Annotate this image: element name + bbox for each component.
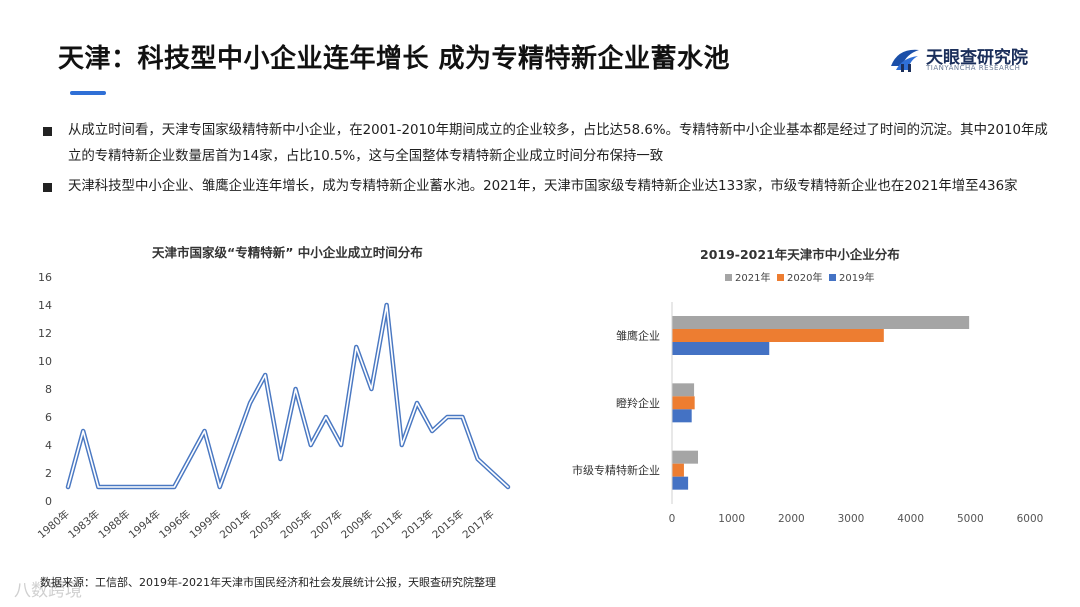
logo-text: 天眼查研究院 xyxy=(926,48,1028,68)
y-tick-label: 6 xyxy=(45,411,52,424)
x-tick-label: 1988年 xyxy=(96,507,133,541)
logo-subtext: TIANYANCHA RESEARCH xyxy=(926,64,1021,72)
x-tick-label: 6000 xyxy=(1017,513,1044,525)
x-tick-label: 2011年 xyxy=(369,507,406,541)
x-tick-label: 1999年 xyxy=(187,507,224,541)
bar xyxy=(672,463,684,477)
x-tick-label: 2015年 xyxy=(430,507,467,541)
y-tick-label: 0 xyxy=(45,495,52,508)
watermark: 八数跨境 xyxy=(14,581,82,601)
legend-label: 2021年 xyxy=(735,271,770,284)
legend-swatch xyxy=(777,274,784,281)
legend-label: 2019年 xyxy=(839,271,874,284)
x-tick-label: 2005年 xyxy=(278,507,315,541)
x-tick-label: 0 xyxy=(669,513,676,525)
x-tick-label: 1983年 xyxy=(65,507,102,541)
bar xyxy=(672,476,689,490)
bar xyxy=(672,342,770,355)
bullet-square-icon xyxy=(43,183,52,192)
y-tick-label: 12 xyxy=(38,327,52,340)
bar xyxy=(672,316,970,329)
bar xyxy=(672,409,692,423)
legend-label: 2020年 xyxy=(787,271,822,284)
x-tick-label: 2007年 xyxy=(308,507,345,541)
legend-swatch xyxy=(829,274,836,281)
bar xyxy=(672,329,884,342)
title-underline xyxy=(70,91,106,95)
y-tick-label: 2 xyxy=(45,467,52,480)
x-tick-label: 3000 xyxy=(838,513,865,525)
x-tick-label: 2013年 xyxy=(399,507,436,541)
bar-chart-title: 2019-2021年天津市中小企业分布 xyxy=(700,247,900,262)
line-chart: 0 2 4 6 8 10 12 14 16 1980年1983年1988年1994年1996年19… xyxy=(35,271,511,541)
bullet-item: 从成立时间看，天津专国家级精特新中小企业，在2001-2010年期间成立的企业较… xyxy=(40,118,1050,170)
x-tick-label: 1996年 xyxy=(156,507,193,541)
bullet-square-icon xyxy=(43,127,52,136)
bar-chart: 2021年 2020年 2019年 0 1000 2000 3000 4000 5000 6000… xyxy=(572,271,1044,525)
bullet-text: 从成立时间看，天津专国家级精特新中小企业，在2001-2010年期间成立的企业较… xyxy=(68,123,1048,164)
bar xyxy=(672,450,699,464)
y-tick-label: 8 xyxy=(45,383,52,396)
y-tick-label: 10 xyxy=(38,355,52,368)
x-tick-label: 1980年 xyxy=(35,507,72,541)
x-tick-label: 2001年 xyxy=(217,507,254,541)
category-label: 市级专精特新企业 xyxy=(572,463,660,477)
line-chart-title: 天津市国家级“专精特新” 中小企业成立时间分布 xyxy=(152,245,423,260)
x-tick-label: 2000 xyxy=(778,513,805,525)
bullet-list: 从成立时间看，天津专国家级精特新中小企业，在2001-2010年期间成立的企业较… xyxy=(40,118,1050,204)
y-tick-label: 4 xyxy=(45,439,52,452)
x-tick-label: 1994年 xyxy=(126,507,163,541)
x-tick-label: 2017年 xyxy=(460,507,497,541)
bullet-text: 天津科技型中小企业、雏鹰企业连年增长，成为专精特新企业蓄水池。2021年，天津市… xyxy=(68,179,1018,194)
x-tick-label: 5000 xyxy=(957,513,984,525)
category-label: 瞪羚企业 xyxy=(616,396,660,410)
x-tick-label: 4000 xyxy=(897,513,924,525)
x-tick-label: 2009年 xyxy=(338,507,375,541)
bullet-item: 天津科技型中小企业、雏鹰企业连年增长，成为专精特新企业蓄水池。2021年，天津市… xyxy=(40,174,1050,200)
legend-swatch xyxy=(725,274,732,281)
y-tick-label: 16 xyxy=(38,271,52,284)
series-line-outer xyxy=(65,302,511,490)
y-tick-label: 14 xyxy=(38,299,52,312)
logo: 天眼查研究院 TIANYANCHA RESEARCH xyxy=(888,40,1038,80)
bar xyxy=(672,383,695,397)
tianyancha-logo-icon xyxy=(891,49,919,72)
page-title: 天津：科技型中小企业连年增长 成为专精特新企业蓄水池 xyxy=(58,44,731,74)
category-label: 雏鹰企业 xyxy=(616,329,660,343)
source-note: 数据来源：工信部、2019年-2021年天津市国民经济和社会发展统计公报，天眼查… xyxy=(40,576,496,589)
bar xyxy=(672,396,695,410)
series-line-inner xyxy=(67,304,509,488)
x-tick-label: 1000 xyxy=(718,513,745,525)
x-tick-label: 2003年 xyxy=(247,507,284,541)
